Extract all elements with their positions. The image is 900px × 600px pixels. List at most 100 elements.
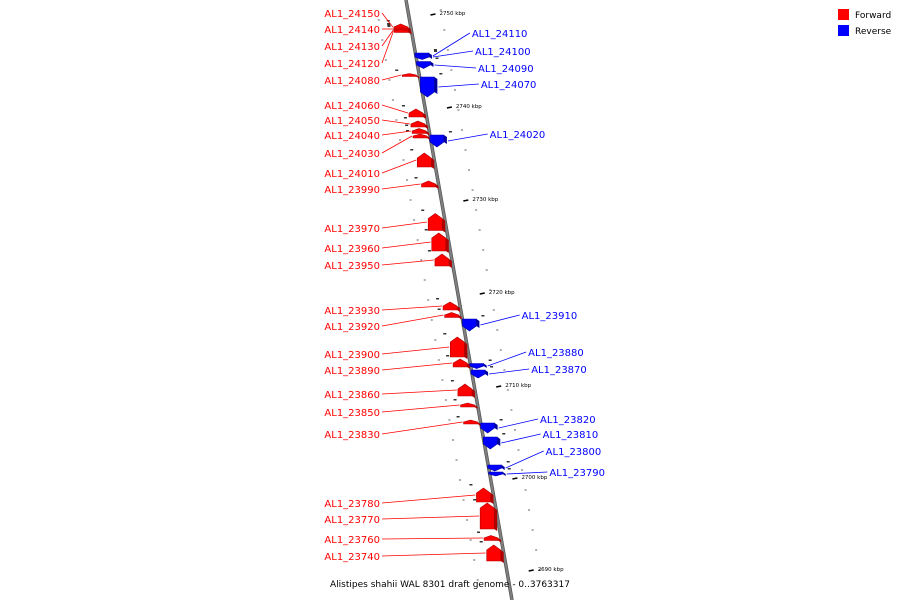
reverse-gene-label: AL1_24020 xyxy=(490,130,546,141)
reverse-leader-line xyxy=(487,351,527,367)
forward-gene-label: AL1_23930 xyxy=(324,306,380,317)
gene-marker xyxy=(443,333,447,335)
reverse-leader-line xyxy=(447,133,488,142)
reverse-leader-line xyxy=(501,433,541,444)
forward-gene-AL1_23990[interactable] xyxy=(421,180,436,188)
forward-gene-AL1_23740[interactable] xyxy=(486,544,501,562)
forward-gene-label: AL1_23890 xyxy=(324,366,380,377)
forward-gene-AL1_23830[interactable] xyxy=(463,419,478,425)
forward-gene-label: AL1_24040 xyxy=(324,131,380,142)
genome-backbone xyxy=(405,0,513,600)
gene-shade xyxy=(424,124,428,129)
forward-gene-AL1_23780[interactable] xyxy=(476,487,491,503)
forward-leader-line xyxy=(381,74,402,81)
kbp-tick-mark xyxy=(479,292,485,295)
reverse-gene-label: AL1_23910 xyxy=(522,311,578,322)
gene-shade xyxy=(501,465,505,470)
forward-leader-line xyxy=(381,537,484,540)
forward-leader-line xyxy=(381,259,434,266)
forward-gene-AL1_24120[interactable] xyxy=(394,29,409,33)
reverse-gene-AL1_24090[interactable] xyxy=(416,61,431,69)
forward-gene-AL1_24030[interactable] xyxy=(412,133,428,139)
gene-shade xyxy=(485,370,489,376)
gene-shade xyxy=(435,184,439,189)
kbp-tick-mark xyxy=(496,385,502,388)
forward-leader-line xyxy=(381,404,460,413)
reverse-gene-AL1_23790[interactable] xyxy=(488,471,504,477)
forward-gene-AL1_23850[interactable] xyxy=(460,402,475,408)
legend-forward-label: Forward xyxy=(855,11,891,21)
forward-gene-AL1_23960[interactable] xyxy=(431,232,447,252)
forward-gene-AL1_24040[interactable] xyxy=(411,128,427,134)
forward-gene-AL1_23930[interactable] xyxy=(442,301,458,311)
gene-marker xyxy=(453,399,457,401)
forward-gene-AL1_23950[interactable] xyxy=(434,253,450,267)
gene-marker xyxy=(434,50,438,52)
gene-shade xyxy=(430,61,434,67)
gene-shade xyxy=(498,538,502,543)
forward-leader-line xyxy=(381,135,413,154)
reverse-gene-AL1_23810[interactable] xyxy=(482,436,498,450)
forward-leader-line xyxy=(381,362,453,371)
forward-gene-AL1_23900[interactable] xyxy=(450,336,465,358)
reverse-gene-AL1_24100[interactable] xyxy=(414,54,430,60)
forward-gene-AL1_24050[interactable] xyxy=(410,120,426,128)
forward-leader-line xyxy=(381,183,421,190)
gene-marker xyxy=(387,24,391,26)
forward-gene-AL1_23860[interactable] xyxy=(457,383,473,397)
reverse-gene-AL1_23910[interactable] xyxy=(462,318,477,332)
forward-gene-AL1_23890[interactable] xyxy=(452,358,468,368)
kbp-tick-mark xyxy=(528,569,534,572)
gene-shade xyxy=(442,218,446,233)
reverse-gene-AL1_23870[interactable] xyxy=(470,369,486,379)
reverse-gene-AL1_23800[interactable] xyxy=(487,464,502,472)
reverse-leader-line xyxy=(432,32,471,57)
forward-gene-label: AL1_23860 xyxy=(324,390,380,401)
forward-gene-AL1_24010[interactable] xyxy=(416,152,432,168)
reverse-gene-label: AL1_23820 xyxy=(540,415,596,426)
reverse-gene-label: AL1_23870 xyxy=(531,365,587,376)
gene-marker xyxy=(506,461,510,463)
gene-shade xyxy=(448,259,452,268)
gene-marker xyxy=(490,366,494,368)
forward-gene-AL1_24080[interactable] xyxy=(401,73,417,77)
forward-gene-label: AL1_24140 xyxy=(324,25,380,36)
reverse-leader-line xyxy=(506,471,548,475)
forward-gene-label: AL1_23920 xyxy=(324,322,380,333)
gene-marker xyxy=(499,419,503,421)
forward-gene-AL1_23970[interactable] xyxy=(427,213,443,231)
forward-leader-line xyxy=(381,159,417,174)
reverse-gene-AL1_23880[interactable] xyxy=(469,363,484,369)
forward-leader-line xyxy=(381,241,431,249)
forward-gene-label: AL1_23740 xyxy=(324,552,380,563)
genes-layer xyxy=(386,20,511,563)
gene-shade xyxy=(434,77,438,94)
gene-marker xyxy=(448,131,452,133)
reverse-gene-AL1_24070[interactable] xyxy=(420,76,435,98)
reverse-gene-label: AL1_23790 xyxy=(549,468,605,479)
gene-shade xyxy=(445,238,449,253)
forward-gene-AL1_23920[interactable] xyxy=(444,312,459,318)
kbp-tick-label: 2740 kbp xyxy=(456,104,482,110)
forward-gene-AL1_24060[interactable] xyxy=(408,108,424,118)
forward-gene-AL1_23770[interactable] xyxy=(479,502,495,530)
gene-shade xyxy=(422,113,426,119)
reverse-leader-line xyxy=(438,83,479,88)
reverse-gene-AL1_24020[interactable] xyxy=(429,134,445,148)
gene-marker xyxy=(446,355,450,357)
forward-gene-label: AL1_24150 xyxy=(324,9,380,20)
forward-gene-label: AL1_23990 xyxy=(324,185,380,196)
gene-marker xyxy=(473,499,477,501)
gene-shade xyxy=(483,363,487,368)
gene-shade xyxy=(416,75,420,79)
forward-gene-label: AL1_24080 xyxy=(324,76,380,87)
gene-marker xyxy=(456,416,460,418)
forward-gene-AL1_23760[interactable] xyxy=(483,535,499,541)
reverse-gene-AL1_23820[interactable] xyxy=(480,422,495,434)
forward-leader-line xyxy=(381,29,394,47)
forward-gene-label: AL1_24030 xyxy=(324,149,380,160)
gene-shade xyxy=(494,508,498,531)
reverse-leader-line xyxy=(489,368,530,375)
gene-marker xyxy=(502,433,506,435)
gene-shade xyxy=(500,550,504,563)
